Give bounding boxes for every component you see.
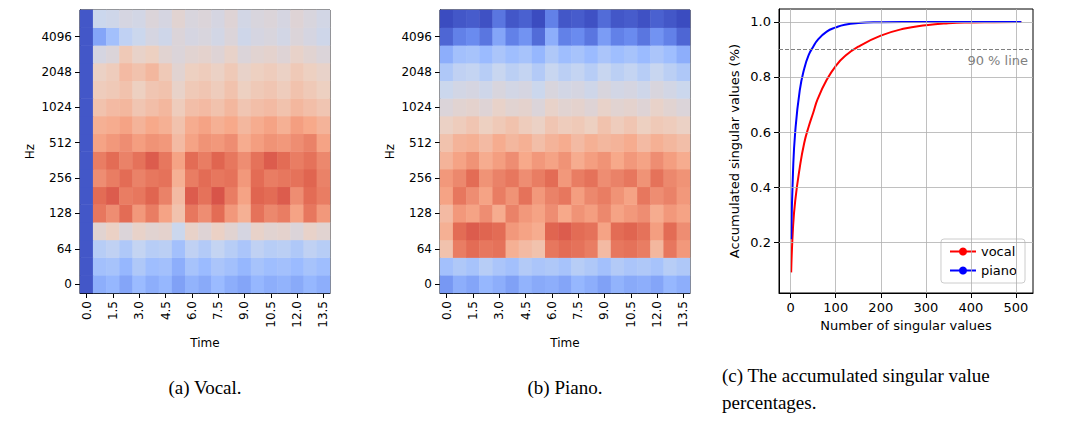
html-text:(c) The accumulated singular v: (c) The accumulated singular value perce… (722, 365, 990, 413)
svg-text:2048: 2048 (401, 65, 432, 79)
svg-text:Time: Time (189, 336, 219, 350)
svg-text:512: 512 (49, 136, 72, 150)
svg-text:0: 0 (787, 300, 795, 315)
svg-text:128: 128 (49, 206, 72, 220)
svg-text:7.5: 7.5 (571, 301, 585, 320)
svg-text:128: 128 (409, 206, 432, 220)
svg-text:13.5: 13.5 (316, 301, 330, 328)
svg-text:1024: 1024 (41, 100, 72, 114)
svg-text:256: 256 (409, 171, 432, 185)
svg-text:4.5: 4.5 (519, 301, 533, 320)
svg-text:0.0: 0.0 (80, 301, 94, 320)
svg-text:0.6: 0.6 (750, 125, 771, 140)
svg-text:Accumulated singular values (%: Accumulated singular values (%) (727, 44, 742, 258)
html-text:(a) Vocal.: (a) Vocal. (168, 377, 242, 398)
svg-text:64: 64 (417, 242, 432, 256)
svg-text:9.0: 9.0 (237, 301, 251, 320)
svg-text:256: 256 (49, 171, 72, 185)
svg-text:1024: 1024 (401, 100, 432, 114)
svg-text:512: 512 (409, 136, 432, 150)
svg-text:vocal: vocal (981, 244, 1015, 259)
svg-text:1.5: 1.5 (106, 301, 120, 320)
svg-text:12.0: 12.0 (290, 301, 304, 328)
svg-text:10.5: 10.5 (624, 301, 638, 328)
svg-text:0: 0 (424, 277, 432, 291)
svg-text:500: 500 (1003, 300, 1028, 315)
svg-text:200: 200 (868, 300, 893, 315)
svg-text:100: 100 (823, 300, 848, 315)
svg-text:1.5: 1.5 (466, 301, 480, 320)
svg-text:4096: 4096 (401, 30, 432, 44)
svg-text:Hz: Hz (383, 144, 397, 159)
svg-text:Time: Time (549, 336, 579, 350)
svg-text:0.0: 0.0 (440, 301, 454, 320)
svg-text:piano: piano (981, 263, 1017, 278)
svg-text:3.0: 3.0 (492, 301, 506, 320)
svg-text:13.5: 13.5 (676, 301, 690, 328)
svg-text:3.0: 3.0 (132, 301, 146, 320)
svg-text:2048: 2048 (41, 65, 72, 79)
svg-text:Number of singular values: Number of singular values (820, 318, 992, 333)
html-text:(b) Piano.: (b) Piano. (527, 377, 603, 398)
svg-text:90 % line: 90 % line (967, 53, 1028, 68)
svg-text:6.0: 6.0 (545, 301, 559, 320)
svg-text:4096: 4096 (41, 30, 72, 44)
svg-text:0: 0 (64, 277, 72, 291)
svg-text:1.0: 1.0 (750, 14, 771, 29)
svg-text:4.5: 4.5 (159, 301, 173, 320)
svg-text:0.2: 0.2 (750, 235, 771, 250)
svg-text:64: 64 (57, 242, 72, 256)
svg-text:9.0: 9.0 (597, 301, 611, 320)
svg-text:7.5: 7.5 (211, 301, 225, 320)
svg-text:10.5: 10.5 (264, 301, 278, 328)
svg-text:6.0: 6.0 (185, 301, 199, 320)
svg-text:300: 300 (913, 300, 938, 315)
svg-text:12.0: 12.0 (650, 301, 664, 328)
svg-text:0.8: 0.8 (750, 69, 771, 84)
svg-text:400: 400 (958, 300, 983, 315)
svg-text:0.4: 0.4 (750, 180, 771, 195)
svg-text:Hz: Hz (23, 144, 37, 159)
